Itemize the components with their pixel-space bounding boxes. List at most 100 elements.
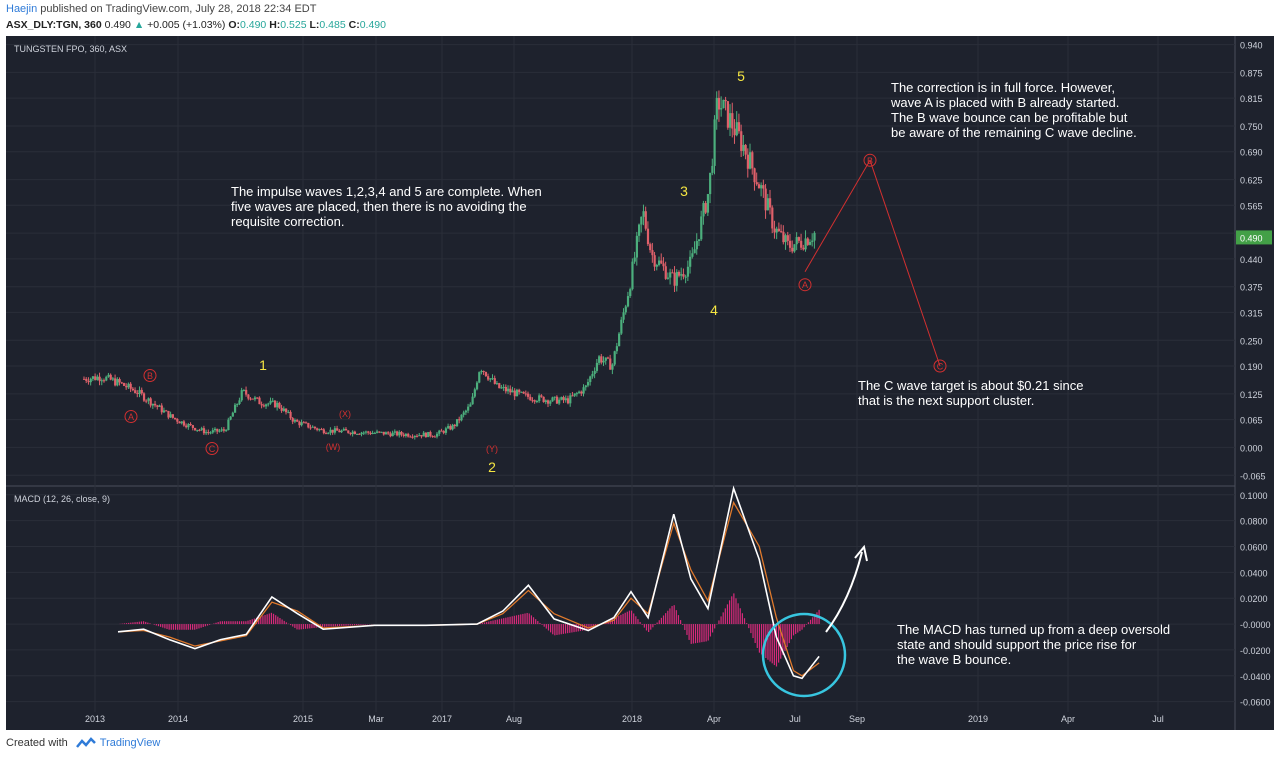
candle-body [491,378,494,380]
candle-body [513,390,516,397]
candle-body [633,257,636,262]
corrective-wave-label: A [128,412,134,422]
tradingview-link[interactable]: TradingView [99,737,161,749]
candle-body [351,431,354,435]
candle-body [333,428,337,433]
candle-body [538,395,541,402]
candle-body [260,404,263,406]
candle-body [533,400,536,402]
candle-body [806,238,809,245]
candle-body [673,272,676,286]
time-tick-label: 2015 [293,714,313,724]
candle-body [154,403,157,406]
candle-body [198,429,201,431]
candle-body [225,430,228,432]
close-label: C: [348,19,360,31]
candle-body [409,436,412,438]
candle-body [493,378,496,384]
candle-body [502,386,505,388]
candle-body [638,224,641,236]
candle-body [529,396,532,401]
candle-body [575,393,579,395]
candle-body [435,433,439,437]
candle-body [564,398,567,401]
candle-body [549,401,552,404]
candle-body [87,380,90,383]
impulse-wave-label: 3 [680,183,688,199]
candle-body [265,404,268,407]
candle-body [342,428,345,431]
annotation-correction: The correction is in full force. However… [890,80,1137,140]
candle-body [442,431,445,433]
candle-body [771,207,774,229]
candle-body [320,429,323,431]
candle-body [376,431,379,433]
candle-body [573,393,576,396]
candle-body [542,396,545,403]
author-link[interactable]: Haejin [6,3,38,15]
candle-body [804,238,807,250]
corrective-wave-label: (X) [339,409,351,419]
candle-body [424,432,428,438]
bounce-arrow-head-icon [854,544,868,562]
candle-body [655,264,658,267]
price-pane-title: TUNGSTEN FPO, 360, ASX [14,44,127,54]
candle-body [229,416,232,420]
candle-body [276,402,279,408]
candle-body [586,382,590,386]
candle-body [751,152,754,169]
candle-body [724,99,727,102]
candle-body [216,428,219,432]
candle-body [713,119,716,166]
candle-body [540,395,543,397]
candle-body [593,370,596,374]
candle-body [322,429,325,434]
candle-body [127,383,130,388]
last-price: 0.490 [104,19,131,31]
candle-body [460,414,463,421]
time-axis-background [6,712,1235,730]
time-tick-label: 2017 [432,714,452,724]
candle-body [356,433,359,435]
high-value: 0.525 [280,19,307,31]
candle-body [717,97,721,110]
time-tick-label: Apr [707,714,721,724]
impulse-wave-label: 4 [710,302,718,318]
candle-body [305,422,308,424]
impulse-wave-label: 5 [737,68,745,84]
candle-body [729,113,732,128]
candle-body [504,386,508,392]
price-tick-label: 0.750 [1240,122,1263,132]
candle-body [427,431,430,438]
price-tick-label: 0.815 [1240,94,1263,104]
annotation-c-target: The C wave target is about $0.21 since th… [858,378,1083,408]
candle-body [467,406,470,411]
candle-body [307,422,310,428]
candle-body [762,185,765,189]
macd-tick-label: -0.0000 [1240,620,1271,630]
candle-body [566,398,570,404]
candle-body [495,383,499,385]
candle-body [797,237,801,241]
candle-body [171,414,175,418]
candle-body [411,436,414,438]
candle-body [515,389,519,397]
candle-body [258,397,261,405]
price-tick-label: 0.375 [1240,283,1263,293]
price-tick-label: 0.315 [1240,308,1263,318]
candle-body [813,232,816,241]
candle-body [309,427,312,429]
candle-body [800,240,803,248]
candle-body [602,360,605,363]
price-tick-label: 0.625 [1240,176,1263,186]
candle-body [242,389,246,391]
candle-body [646,228,650,245]
candle-body [618,333,621,347]
annotation-macd: The MACD has turned up from a deep overs… [897,622,1170,667]
macd-tick-label: 0.0200 [1240,594,1268,604]
candle-body [158,405,161,407]
candle-body [407,433,410,437]
candle-body [746,154,749,169]
candle-body [711,165,714,173]
